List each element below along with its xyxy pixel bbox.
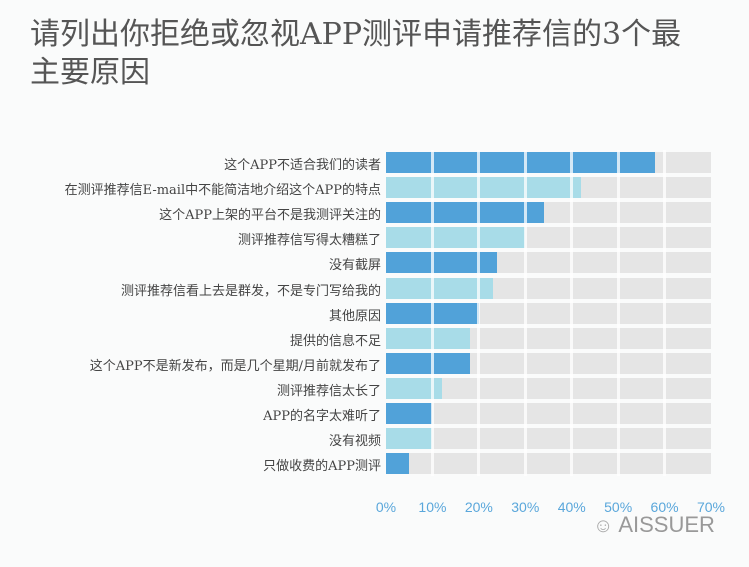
bar xyxy=(386,453,410,475)
category-label: 没有截屏 xyxy=(328,258,381,274)
category-label: 提供的信息不足 xyxy=(289,333,381,349)
x-tick-label: 60% xyxy=(650,499,679,515)
gridline xyxy=(477,150,481,476)
bar xyxy=(386,277,493,299)
gridline xyxy=(663,150,667,476)
category-label: APP的名字太难听了 xyxy=(263,409,381,424)
x-tick-label: 30% xyxy=(511,499,540,515)
bar xyxy=(386,202,544,224)
bar xyxy=(386,227,526,249)
category-label: 其他原因 xyxy=(328,308,381,324)
category-label: 只做收费的APP测评 xyxy=(263,459,381,475)
bar-track xyxy=(386,453,711,475)
bar-track xyxy=(386,403,711,424)
gridline xyxy=(570,150,574,476)
bar xyxy=(386,352,470,374)
bar xyxy=(386,252,498,274)
category-label: 测评推荐信太长了 xyxy=(276,383,381,399)
gridline xyxy=(523,150,527,476)
bar-track xyxy=(386,377,711,399)
watermark-text: AISSUER xyxy=(618,512,715,537)
category-label: 这个APP不是新发布，而是几个星期/月前就发布了 xyxy=(89,358,381,374)
bar xyxy=(386,403,433,424)
x-tick-label: 40% xyxy=(557,499,586,515)
wechat-icon: ☺ xyxy=(593,515,614,537)
bar xyxy=(386,377,442,399)
category-label: 测评推荐信写得太糟糕了 xyxy=(237,233,381,249)
bar xyxy=(386,327,470,349)
category-label: 在测评推荐信E-mail中不能简洁地介绍这个APP的特点 xyxy=(64,183,381,199)
x-tick-label: 20% xyxy=(464,499,493,515)
category-label: 测评推荐信看上去是群发，不是专门写给我的 xyxy=(120,283,381,299)
bar xyxy=(386,177,581,199)
category-label: 这个APP上架的平台不是我测评关注的 xyxy=(159,208,381,224)
x-tick-label: 50% xyxy=(604,499,633,515)
bar xyxy=(386,152,656,173)
x-tick-label: 0% xyxy=(375,499,397,515)
bar-track xyxy=(386,428,711,450)
chart-title: 请列出你拒绝或忽视APP测评申请推荐信的3个最主要原因 xyxy=(30,17,682,90)
x-tick-label: 10% xyxy=(418,499,447,515)
gridline xyxy=(430,150,434,476)
gridline xyxy=(616,150,620,476)
category-label: 没有视频 xyxy=(328,434,381,450)
x-tick-label: 70% xyxy=(696,499,726,515)
watermark: ☺ AISSUER xyxy=(593,512,715,538)
bar xyxy=(386,428,433,450)
category-label: 这个APP不适合我们的读者 xyxy=(224,158,381,173)
